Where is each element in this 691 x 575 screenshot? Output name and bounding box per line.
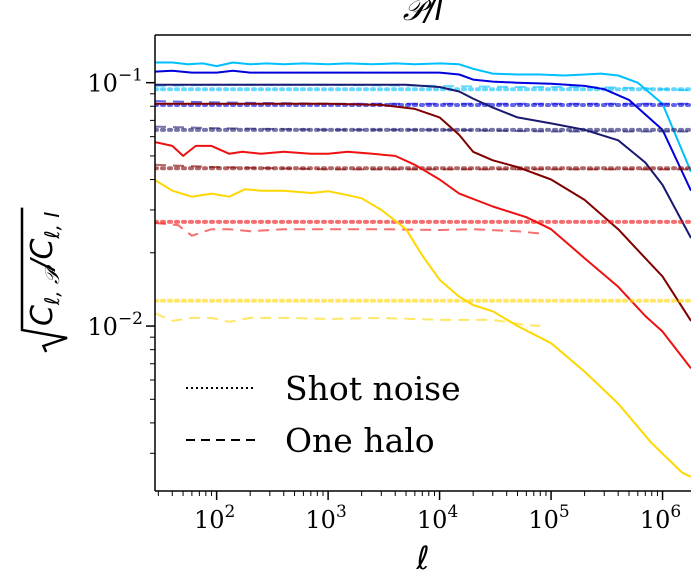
x-tick-label-4: 106 — [640, 502, 681, 534]
series-3-one-halo-line — [155, 163, 691, 171]
legend: Shot noise One halo — [186, 369, 461, 460]
x-tick-label-2: 104 — [417, 502, 458, 534]
series-1-total-line — [155, 69, 691, 192]
series-5-total-line — [155, 179, 691, 478]
x-tick-label-0: 102 — [194, 502, 235, 534]
y-axis-label-text: Cℓ, 𝒫/Cℓ, I — [25, 212, 64, 326]
series-2 — [155, 83, 691, 239]
y-axis-label-radical — [20, 207, 68, 353]
series-2-total-line — [155, 83, 691, 239]
chart-title: 𝒫/I — [403, 0, 444, 28]
series-5-one-halo-line — [155, 312, 541, 327]
legend-shot-noise-label: Shot noise — [285, 369, 461, 408]
series-3 — [155, 102, 691, 322]
axes-layer: 102 103 104 105 106 10−1 10−2 — [87, 34, 691, 534]
series-1-one-halo-line — [155, 100, 691, 105]
legend-one-halo-label: One halo — [285, 421, 435, 460]
series-4-total-line — [155, 141, 691, 370]
series-3-total-line — [155, 102, 691, 322]
series-1 — [155, 69, 691, 192]
x-axis-label: ℓ — [415, 539, 429, 575]
x-tick-label-3: 105 — [528, 502, 569, 534]
y-axis-label: Cℓ, 𝒫/Cℓ, I — [20, 207, 68, 353]
series-0-total-line — [155, 61, 691, 173]
series-4 — [155, 141, 691, 370]
y-tick-label-0: 10−1 — [87, 66, 143, 98]
x-tick-label-1: 103 — [305, 502, 346, 534]
y-tick-label-1: 10−2 — [87, 309, 143, 341]
series-5 — [155, 179, 691, 478]
series-4-one-halo-line — [155, 222, 541, 237]
series-2-one-halo-line — [155, 125, 691, 133]
series-layer — [155, 61, 691, 478]
